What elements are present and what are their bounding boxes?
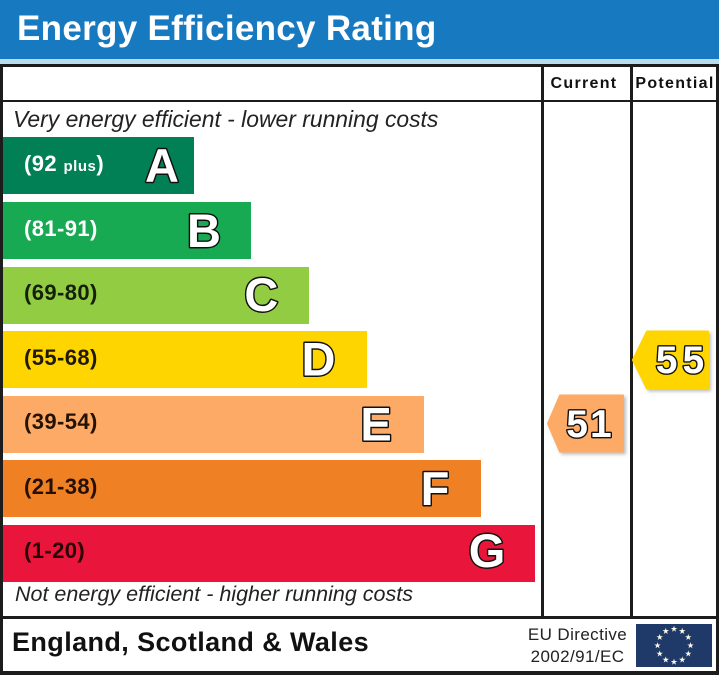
svg-text:B: B xyxy=(187,204,221,257)
svg-text:C: C xyxy=(244,268,278,321)
svg-text:A: A xyxy=(145,139,179,192)
svg-text:51: 51 xyxy=(566,403,613,446)
svg-text:D: D xyxy=(302,333,336,386)
svg-text:55: 55 xyxy=(656,339,709,382)
svg-text:G: G xyxy=(469,524,506,577)
svg-text:F: F xyxy=(421,462,450,515)
svg-text:E: E xyxy=(360,398,391,451)
